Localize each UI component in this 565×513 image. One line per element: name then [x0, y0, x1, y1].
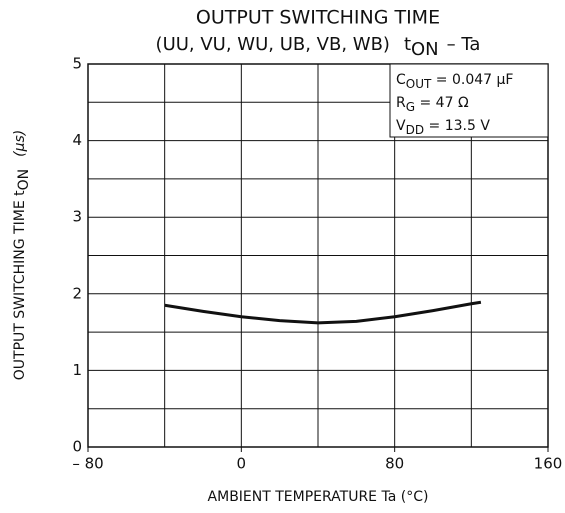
annotation-part: DD [406, 123, 424, 137]
x-tick-label: 0 [237, 455, 247, 473]
subtitle-part: t [404, 34, 411, 55]
y-tick-label: 4 [72, 131, 82, 149]
x-axis-label: AMBIENT TEMPERATURE Ta (°C) [208, 489, 429, 505]
chart-subtitle: (UU, VU, WU, UB, VB, WB) tON – Ta [156, 34, 481, 60]
y-label-part: (μs) [12, 130, 28, 157]
y-tick-label: 2 [72, 284, 82, 302]
annotation-part: OUT [406, 77, 432, 91]
annotation-part: = 47 Ω [415, 95, 469, 111]
y-tick-label: 1 [72, 361, 82, 379]
subtitle-part: ON [411, 39, 439, 60]
subtitle-part: – Ta [447, 34, 481, 55]
annotation-part: = 0.047 μF [431, 72, 513, 88]
y-tick-label: 3 [72, 208, 82, 226]
subtitle-part: (UU, VU, WU, UB, VB, WB) [156, 34, 390, 55]
annotation-part: C [396, 72, 406, 88]
annotation-part: R [396, 95, 406, 111]
curve [164, 300, 482, 325]
annotation: COUT = 0.047 μF [396, 72, 513, 91]
x-tick-label: 80 [385, 455, 404, 473]
annotation-part: G [406, 100, 415, 114]
chart-title: OUTPUT SWITCHING TIME [196, 7, 440, 29]
annotation-part: V [396, 118, 406, 134]
y-label-part: OUTPUT SWITCHING TIME t [12, 190, 28, 380]
annotation-box [389, 63, 549, 138]
y-tick-label: 0 [72, 438, 82, 456]
annotation-part: = 13.5 V [424, 118, 490, 134]
y-axis-label: OUTPUT SWITCHING TIME tON (μs) [12, 130, 32, 380]
annotation: RG = 47 Ω [396, 95, 469, 114]
y-label-part: ON [16, 169, 32, 191]
annotation: VDD = 13.5 V [396, 118, 490, 137]
plot-frame [87, 63, 549, 448]
x-tick-label: – 80 [72, 455, 103, 473]
x-tick-label: 160 [534, 455, 563, 473]
y-tick-label: 5 [72, 55, 82, 73]
